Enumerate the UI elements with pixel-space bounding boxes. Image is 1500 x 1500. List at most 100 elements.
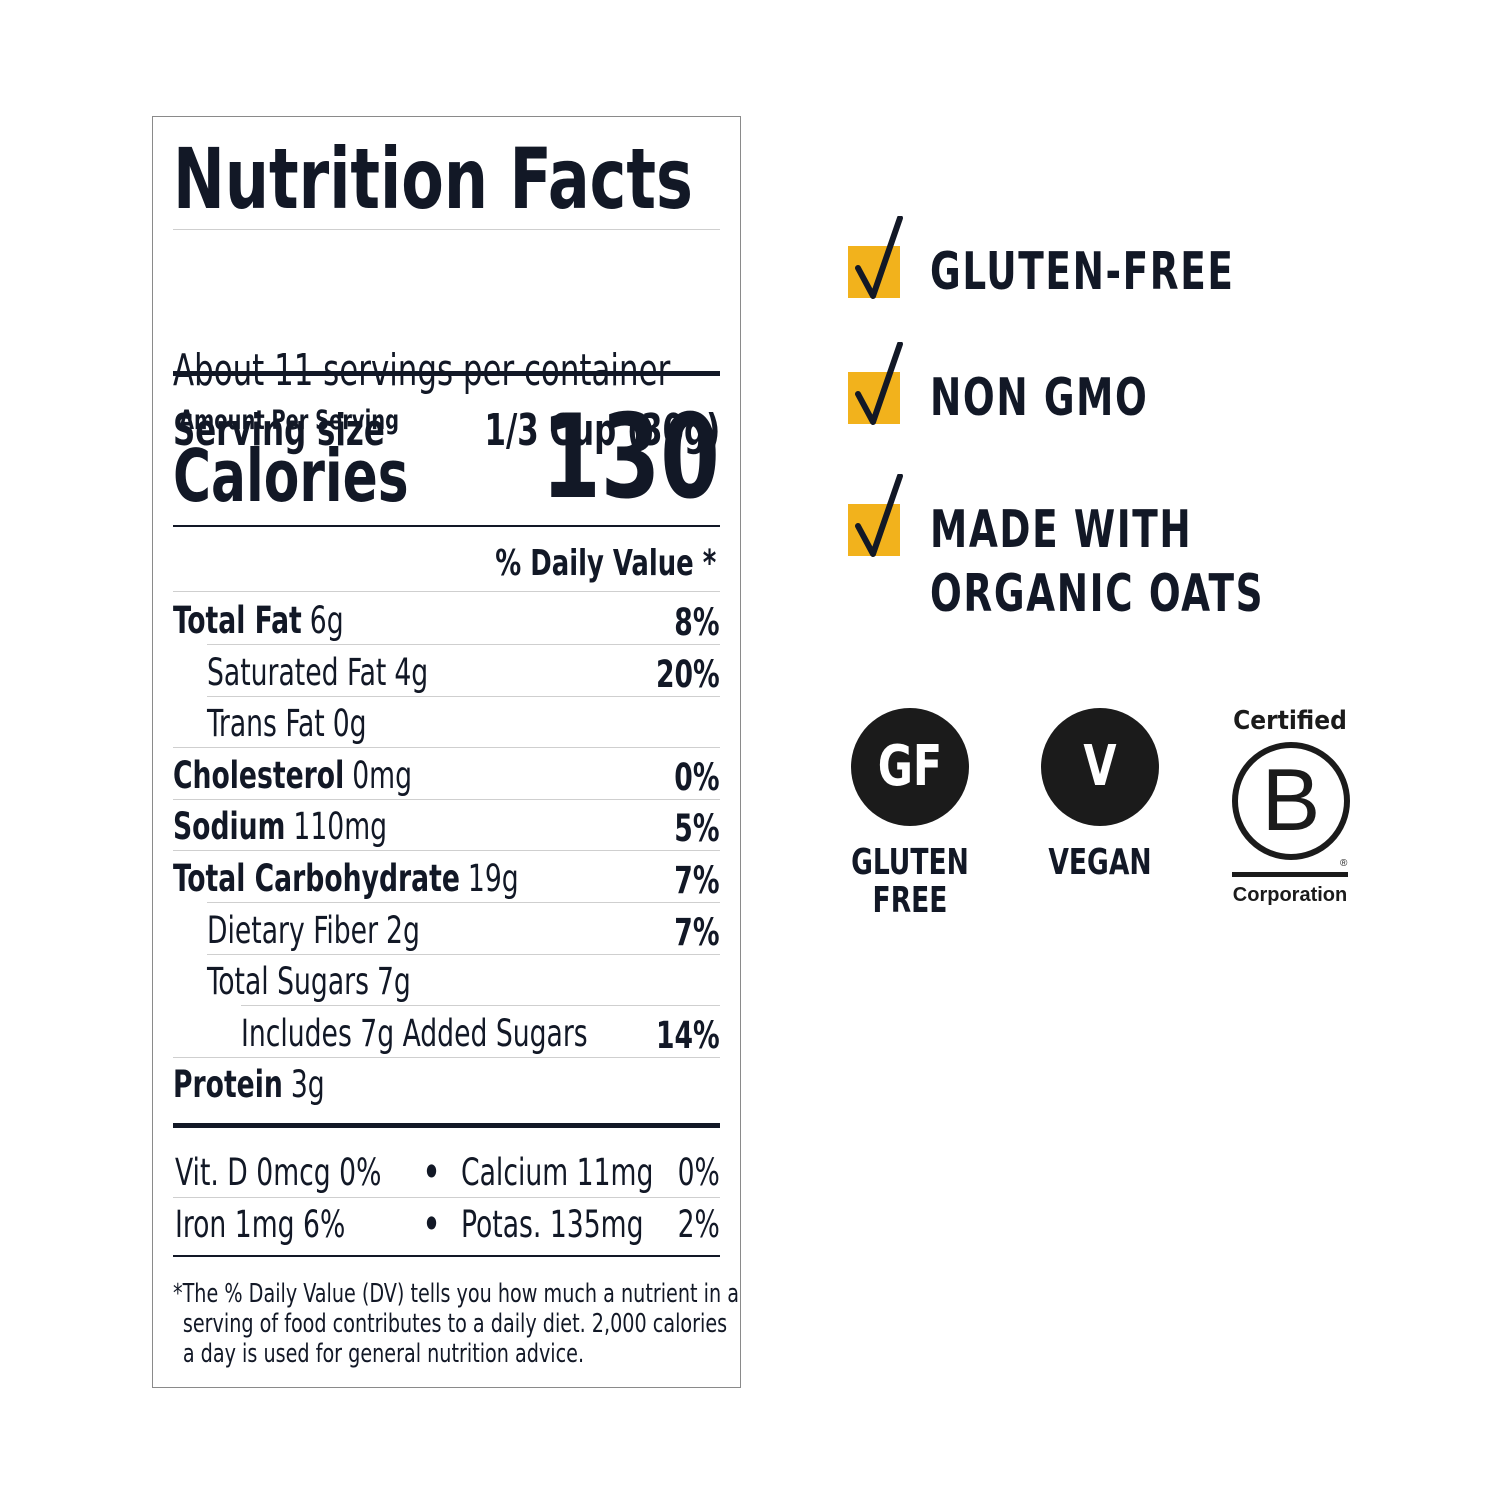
- nutrient-row: Total Fat 6g 8%: [173, 593, 720, 645]
- nutrient-label: Total Sugars: [207, 960, 369, 1004]
- calories-label: Calories: [173, 434, 409, 518]
- footnote-line: serving of food contributes to a daily d…: [182, 1309, 728, 1339]
- nutrient-amount: 6g: [309, 599, 344, 642]
- bcorp-corporation-text: Corporation: [1232, 884, 1348, 906]
- nutrient-amount: 19g: [467, 857, 519, 900]
- nutrient-label: Total Carbohydrate: [173, 857, 460, 900]
- claim-text: GLUTEN-FREE: [930, 242, 1235, 302]
- bcorp-underline: [1232, 872, 1348, 877]
- nutrient-name: Cholesterol 0mg: [173, 754, 412, 797]
- nutrition-facts-panel: Nutrition Facts About 11 servings per co…: [152, 116, 741, 1388]
- bullet: •: [423, 1203, 441, 1246]
- nutrient-name: Includes 7g Added Sugars: [241, 1012, 596, 1055]
- claim-text: NON GMO: [930, 368, 1149, 428]
- vitamin-d: Vit. D 0mcg 0%: [175, 1151, 382, 1194]
- divider: [173, 229, 720, 230]
- checkmark-icon: [855, 474, 903, 557]
- nutrient-row: Total Carbohydrate 19g 7%: [173, 851, 720, 903]
- gluten-free-badge-icon: GF: [851, 708, 969, 826]
- row-divider: [207, 644, 720, 645]
- row-divider: [207, 902, 720, 903]
- bcorp-certified-text: Certified: [1233, 706, 1347, 736]
- calcium-dv: 0%: [677, 1151, 720, 1194]
- claim-text: MADE WITH: [930, 500, 1193, 560]
- row-divider: [173, 798, 720, 800]
- nutrient-label: Total Fat: [173, 599, 302, 642]
- nutrient-row: Sodium 110mg 5%: [173, 799, 720, 852]
- divider: [173, 1197, 720, 1198]
- vitamin-row: Vit. D 0mcg 0% • Calcium 11mg 0%: [173, 1145, 720, 1197]
- nutrient-name: Trans Fat 0g: [207, 702, 367, 745]
- nutrient-name: Total Fat 6g: [173, 599, 344, 642]
- badge-label-line: FREE: [872, 880, 948, 921]
- row-divider: [173, 850, 720, 852]
- bcorp-logo-icon: B: [1232, 742, 1350, 860]
- nutrient-row: Cholesterol 0mg 0%: [173, 748, 720, 800]
- nutrient-label: Protein: [173, 1063, 283, 1107]
- nutrient-daily-value: 5%: [674, 807, 720, 851]
- nutrient-label: Saturated Fat: [207, 650, 387, 694]
- nutrient-amount: 4g: [394, 650, 429, 694]
- nutrient-daily-value: 7%: [674, 910, 720, 954]
- row-divider: [207, 695, 720, 697]
- gf-symbol: GF: [877, 734, 943, 799]
- potassium-dv: 2%: [677, 1203, 720, 1246]
- nutrient-daily-value: 14%: [656, 1013, 720, 1057]
- divider: [173, 591, 720, 592]
- nutrient-amount: 2g: [386, 908, 420, 952]
- footnote-line: *The % Daily Value (DV) tells you how mu…: [173, 1279, 739, 1309]
- nutrient-amount: 110mg: [293, 805, 388, 849]
- nutrient-row: Saturated Fat 4g 20%: [173, 645, 720, 697]
- bullet: •: [423, 1151, 441, 1194]
- nutrient-daily-value: 0%: [674, 755, 720, 799]
- nutrition-facts-title: Nutrition Facts: [173, 130, 693, 228]
- nutrient-amount: 7g: [376, 960, 411, 1004]
- nutrient-name: Protein 3g: [173, 1063, 325, 1106]
- badge-label-line: GLUTEN: [851, 842, 969, 883]
- nutrient-name: Total Carbohydrate 19g: [173, 857, 519, 900]
- divider: [173, 1255, 720, 1257]
- iron: Iron 1mg 6%: [175, 1203, 346, 1246]
- calories-value: 130: [541, 390, 720, 525]
- nutrient-daily-value: 8%: [674, 601, 720, 644]
- nutrient-row: Trans Fat 0g: [173, 696, 720, 749]
- nutrient-label: Sodium: [173, 805, 286, 849]
- serving-size-label: Serving size: [173, 405, 385, 456]
- nutrient-row: Dietary Fiber 2g 7%: [173, 903, 720, 955]
- thick-divider: [173, 371, 720, 376]
- vitamin-row: Iron 1mg 6% • Potas. 135mg 2%: [173, 1197, 720, 1249]
- checkmark-icon: [855, 216, 903, 299]
- amount-per-serving: Amount Per Serving: [179, 405, 399, 436]
- bcorp-symbol: B: [1261, 750, 1321, 849]
- calcium: Calcium 11mg: [461, 1151, 654, 1194]
- row-divider: [241, 1005, 720, 1007]
- nutrient-daily-value: 20%: [656, 652, 720, 696]
- nutrient-amount: 3g: [290, 1063, 325, 1107]
- nutrient-row: Includes 7g Added Sugars 14%: [173, 1006, 720, 1058]
- nutrient-row: Total Sugars 7g: [173, 954, 720, 1007]
- nutrient-row: Protein 3g: [173, 1057, 720, 1109]
- nutrient-label: Includes 7g Added Sugars: [241, 1011, 588, 1055]
- row-divider: [173, 747, 720, 749]
- vegan-label: VEGAN: [1048, 842, 1152, 883]
- nutrient-name: Sodium 110mg: [173, 805, 387, 848]
- registered-mark: ®: [1340, 858, 1348, 869]
- serving-size-value: 1/3 Cup (30g): [484, 405, 720, 456]
- potassium: Potas. 135mg: [461, 1203, 644, 1246]
- nutrient-amount: 0g: [332, 702, 367, 746]
- servings-per-container: About 11 servings per container: [173, 345, 671, 396]
- row-divider: [207, 953, 720, 955]
- checkmark-icon: [855, 342, 903, 425]
- nutrient-label: Dietary Fiber: [207, 908, 379, 952]
- claim-text: ORGANIC OATS: [930, 564, 1265, 624]
- nutrient-label: Trans Fat: [207, 702, 325, 746]
- gluten-free-label: GLUTEN FREE: [828, 844, 992, 920]
- nutrient-name: Total Sugars 7g: [207, 960, 411, 1003]
- nutrient-daily-value: 7%: [674, 859, 720, 902]
- row-divider: [173, 1056, 720, 1058]
- nutrient-name: Saturated Fat 4g: [207, 651, 428, 694]
- v-symbol: V: [1083, 734, 1117, 799]
- daily-value-footnote: *The % Daily Value (DV) tells you how mu…: [173, 1279, 739, 1369]
- nutrient-amount: 0mg: [352, 753, 412, 797]
- thick-divider: [173, 1123, 720, 1128]
